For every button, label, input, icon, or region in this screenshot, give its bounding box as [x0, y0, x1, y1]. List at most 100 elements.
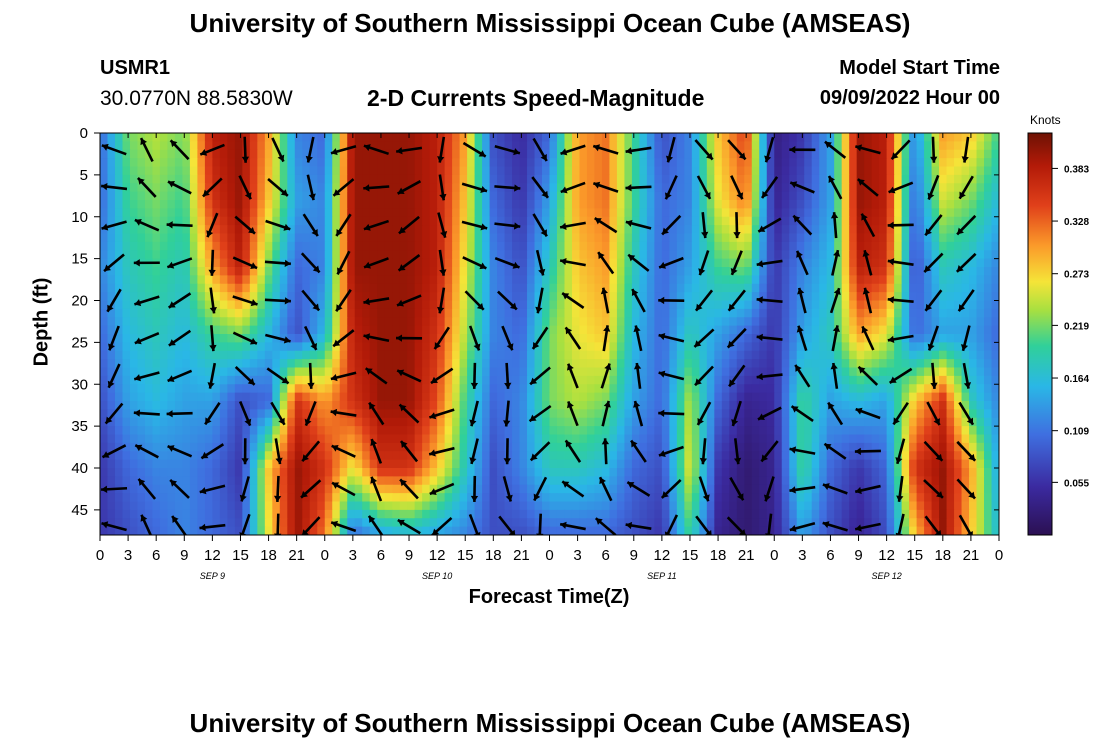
heatmap-cell	[504, 225, 513, 235]
heatmap-cell	[976, 225, 985, 235]
heatmap-cell	[699, 468, 708, 477]
heatmap-cell	[212, 166, 221, 176]
heatmap-cell	[272, 401, 281, 410]
heatmap-cell	[729, 342, 738, 352]
heatmap-cell	[961, 317, 970, 327]
heatmap-cell	[856, 225, 865, 235]
heatmap-cell	[482, 468, 491, 477]
heatmap-cell	[339, 216, 348, 226]
heatmap-cell	[212, 442, 221, 452]
heatmap-cell	[939, 233, 948, 243]
heatmap-cell	[556, 258, 566, 268]
heatmap-cell	[841, 342, 850, 352]
heatmap-cell	[564, 367, 573, 377]
heatmap-cell	[167, 384, 176, 394]
heatmap-cell	[422, 292, 431, 302]
heatmap-cell	[159, 401, 169, 410]
heatmap-cell	[437, 216, 446, 226]
heatmap-cell	[856, 241, 865, 251]
heatmap-cell	[197, 401, 206, 410]
heatmap-cell	[114, 216, 124, 226]
heatmap-cell	[976, 174, 985, 184]
heatmap-cell	[212, 426, 221, 436]
heatmap-cell	[886, 158, 895, 168]
heatmap-cell	[189, 308, 198, 318]
heatmap-cell	[474, 459, 483, 469]
heatmap-cell	[684, 459, 693, 469]
heatmap-cell	[422, 459, 431, 469]
heatmap-cell	[174, 334, 184, 343]
heatmap-cell	[399, 342, 408, 352]
heatmap-cell	[579, 267, 588, 276]
heatmap-cell	[609, 334, 618, 343]
heatmap-cell	[377, 468, 386, 477]
heatmap-cell	[901, 233, 910, 243]
heatmap-cell	[736, 367, 745, 377]
heatmap-cell	[976, 183, 985, 193]
heatmap-cell	[204, 292, 213, 302]
heatmap-cell	[804, 241, 813, 251]
heatmap-cell	[354, 401, 363, 410]
heatmap-cell	[347, 200, 356, 209]
heatmap-cell	[467, 367, 476, 377]
heatmap-cell	[894, 174, 903, 184]
heatmap-cell	[639, 317, 648, 327]
heatmap-cell	[309, 359, 318, 369]
heatmap-cell	[886, 166, 895, 176]
heatmap-cell	[841, 275, 850, 285]
heatmap-cell	[257, 476, 266, 486]
heatmap-cell	[879, 342, 888, 352]
heatmap-cell	[204, 216, 213, 226]
heatmap-cell	[991, 334, 999, 343]
heatmap-cell	[452, 292, 461, 302]
heatmap-cell	[324, 216, 333, 226]
heatmap-cell	[189, 208, 198, 218]
heatmap-cell	[219, 359, 228, 369]
heatmap-cell	[129, 283, 139, 293]
heatmap-cell	[601, 133, 611, 142]
heatmap-cell	[377, 317, 386, 327]
heatmap-cell	[429, 174, 438, 184]
heatmap-cell	[766, 133, 775, 142]
heatmap-cell	[107, 141, 116, 151]
heatmap-cell	[901, 174, 910, 184]
heatmap-cell	[309, 174, 318, 184]
heatmap-cell	[564, 183, 573, 193]
heatmap-cell	[916, 275, 925, 285]
heatmap-cell	[624, 258, 633, 268]
heatmap-cell	[489, 292, 498, 302]
heatmap-cell	[122, 417, 131, 427]
heatmap-cell	[234, 384, 243, 394]
heatmap-cell	[624, 149, 633, 159]
heatmap-cell	[639, 409, 648, 419]
heatmap-cell	[984, 367, 993, 377]
heatmap-cell	[459, 174, 468, 184]
heatmap-cell	[444, 468, 453, 477]
heatmap-cell	[384, 292, 393, 302]
heatmap-cell	[931, 158, 940, 168]
heatmap-cell	[736, 451, 745, 461]
heatmap-cell	[429, 166, 438, 176]
heatmap-cell	[377, 334, 386, 343]
heatmap-cell	[482, 191, 491, 201]
heatmap-cell	[279, 275, 288, 285]
heatmap-cell	[759, 426, 768, 436]
heatmap-cell	[669, 275, 678, 285]
heatmap-cell	[639, 451, 648, 461]
heatmap-cell	[841, 401, 850, 410]
heatmap-cell	[969, 451, 978, 461]
heatmap-cell	[197, 367, 206, 377]
heatmap-cell	[242, 283, 251, 293]
heatmap-cell	[699, 208, 708, 218]
heatmap-cell	[459, 401, 468, 410]
heatmap-cell	[227, 325, 236, 335]
heatmap-cell	[339, 367, 348, 377]
heatmap-cell	[961, 468, 970, 477]
heatmap-cell	[916, 233, 925, 243]
heatmap-cell	[189, 417, 198, 427]
heatmap-cell	[189, 275, 198, 285]
heatmap-cell	[639, 392, 648, 402]
heatmap-cell	[931, 200, 940, 209]
heatmap-cell	[152, 434, 161, 444]
heatmap-cell	[234, 191, 243, 201]
